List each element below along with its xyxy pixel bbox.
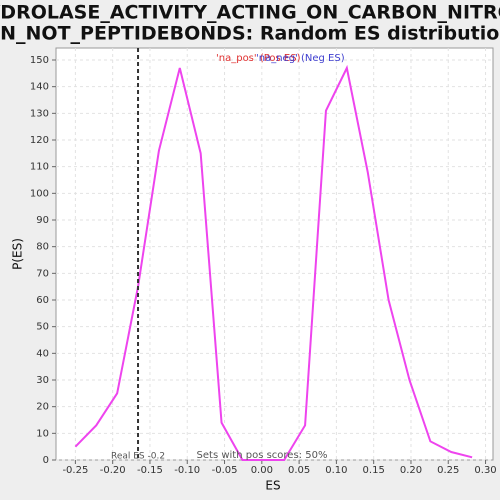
y-tick-label: 30 [36, 375, 49, 386]
x-tick-label: -0.05 [212, 465, 238, 476]
chart-title: HYDROLASE_ACTIVITY_ACTING_ON_CARBON_NITR… [0, 2, 500, 24]
y-tick-label: 80 [36, 242, 49, 253]
x-tick-label: 0.15 [363, 465, 385, 476]
x-tick-label: 0.05 [288, 465, 310, 476]
y-tick-label: 0 [43, 455, 49, 466]
y-tick-label: 110 [30, 162, 49, 173]
y-tick-label: 120 [30, 135, 49, 146]
x-tick-label: -0.15 [137, 465, 163, 476]
y-axis-label: P(ES) [11, 238, 25, 270]
y-tick-label: 40 [36, 348, 49, 359]
x-tick-label: 0.20 [400, 465, 422, 476]
plot-area [55, 47, 494, 461]
y-tick-label: 140 [30, 82, 49, 93]
x-tick-label: 0.00 [251, 465, 273, 476]
y-tick-label: 10 [36, 428, 49, 439]
y-tick-label: 50 [36, 322, 49, 333]
y-tick-label: 150 [30, 55, 49, 66]
y-tick-label: 20 [36, 402, 49, 413]
es-line [74, 64, 473, 461]
x-tick-label: -0.10 [174, 465, 200, 476]
x-tick-label: 0.30 [474, 465, 496, 476]
x-axis-label: ES [265, 479, 280, 493]
legend-entry: 'na_pos' (Pos ES) [216, 53, 301, 64]
chart-title: EN_NOT_PEPTIDEBONDS: Random ES distribut… [0, 23, 500, 45]
x-tick-label: 0.10 [325, 465, 347, 476]
legend-entry: 'na_neg' (Neg ES) [256, 53, 345, 64]
annotation: Sets with pos scores: 50% [197, 450, 328, 461]
x-tick-label: 0.25 [437, 465, 459, 476]
y-tick-label: 90 [36, 215, 49, 226]
y-tick-label: 70 [36, 268, 49, 279]
y-tick-label: 60 [36, 295, 49, 306]
x-tick-label: -0.25 [62, 465, 88, 476]
x-tick-label: -0.20 [100, 465, 126, 476]
y-tick-label: 130 [30, 108, 49, 119]
real-es-label: Real ES -0.2 [111, 452, 165, 462]
y-tick-label: 100 [30, 188, 49, 199]
